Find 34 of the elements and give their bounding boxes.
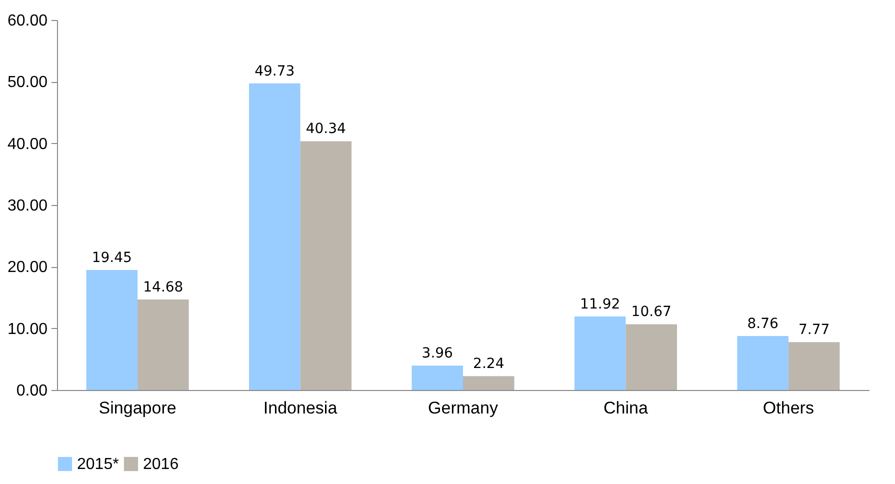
x-tick-label: Germany [428,398,498,418]
data-label: 2.24 [473,356,504,372]
data-label: 19.45 [92,250,132,266]
y-tick-label: 20.00 [7,259,48,276]
bar [412,366,463,390]
x-tick-label: Singapore [98,398,176,418]
data-label: 10.67 [631,304,672,320]
data-label: 40.34 [306,121,346,138]
data-label: 14.68 [143,279,184,296]
y-tick-label: 10.00 [7,320,48,338]
bar [737,336,788,390]
data-label: 49.73 [254,63,295,80]
bar [138,299,189,390]
y-tick-label: 0.00 [16,382,48,400]
data-label: 11.92 [580,296,620,312]
data-label: 3.96 [422,346,454,362]
x-tick-label: Indonesia [263,398,338,418]
legend-label: 2015* [77,456,119,473]
x-tick-label: Others [762,398,814,418]
x-tick-label: China [604,398,648,418]
bar [249,83,300,390]
bar [574,316,626,390]
y-tick-label: 60.00 [7,12,48,30]
data-label: 7.77 [798,322,830,338]
data-label: 8.76 [747,316,778,332]
bar [86,270,138,390]
bar [300,141,352,390]
bar [626,324,677,390]
legend-label: 2016 [143,456,179,473]
bar [788,342,840,390]
y-tick-label: 50.00 [7,74,48,92]
bar [463,376,514,390]
y-tick-label: 30.00 [7,198,48,214]
y-tick-label: 40.00 [7,136,48,153]
